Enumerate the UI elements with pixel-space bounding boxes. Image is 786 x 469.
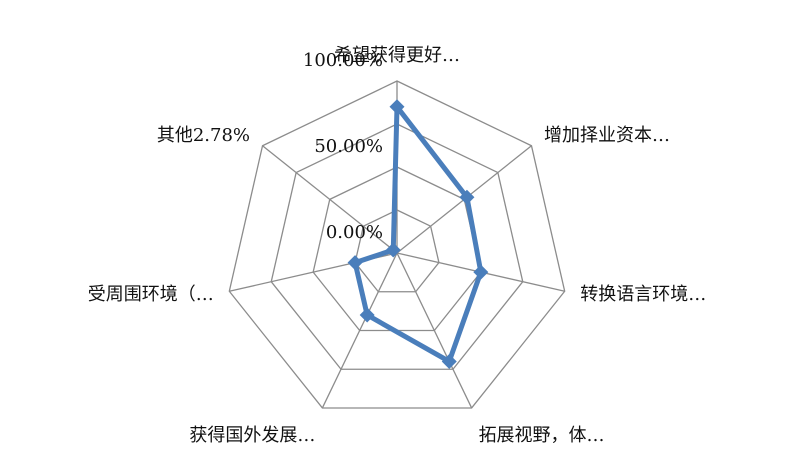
data-point-marker: [441, 353, 457, 369]
axis-spoke: [321, 252, 398, 409]
grid-ring: [228, 80, 566, 409]
series-layer: [347, 99, 489, 369]
tick-label: 100.00%: [303, 50, 383, 71]
category-label: 希望获得更好…: [334, 45, 460, 66]
label-layer: 希望获得更好… 增加择业资本… 转换语言环境… 拓展视野，体… 获得国外发展… 受周围环境…: [88, 45, 707, 446]
data-point-marker: [389, 99, 405, 115]
category-label: 获得国外发展…: [189, 425, 315, 446]
category-label: 转换语言环境…: [580, 284, 706, 305]
data-point-marker: [385, 242, 401, 258]
axis-spoke: [262, 145, 398, 254]
data-point-marker: [459, 189, 475, 205]
tick-layer: 0.00% 50.00% 100.00%: [303, 50, 383, 243]
category-label: 增加择业资本…: [544, 125, 670, 146]
series-line: [352, 104, 484, 364]
category-label: 其他2.78%: [157, 125, 250, 146]
grid-ring: [354, 209, 440, 293]
tick-label: 50.00%: [314, 136, 383, 157]
axis-spoke: [396, 252, 473, 409]
category-label: 拓展视野，体…: [479, 425, 605, 446]
grid-ring: [270, 123, 524, 370]
category-label: 受周围环境（…: [88, 284, 214, 305]
tick-label: 0.00%: [326, 222, 383, 243]
data-point-marker: [359, 307, 375, 323]
data-point-marker: [347, 255, 363, 271]
data-point-marker: [473, 264, 489, 280]
